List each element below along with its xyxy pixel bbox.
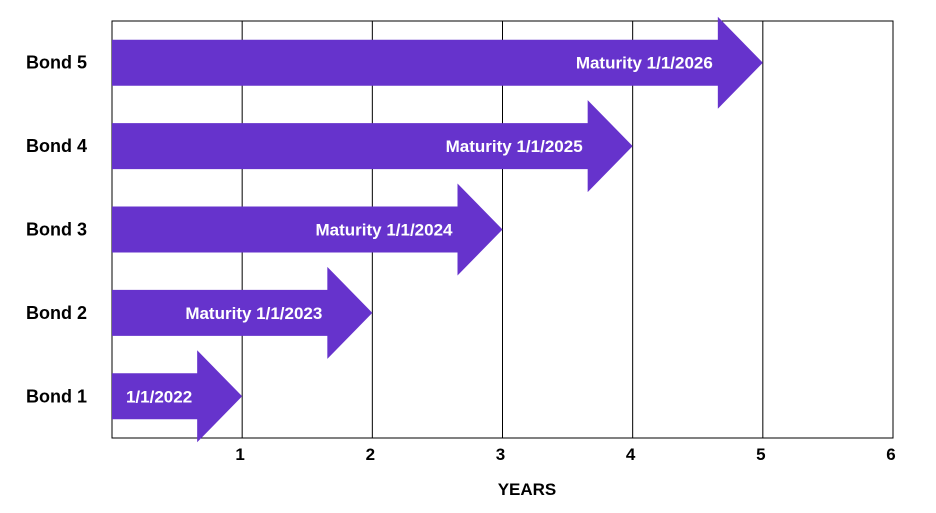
arrow-bar-4 (112, 100, 633, 193)
bond-label-2: Bond 2 (26, 303, 87, 323)
x-tick-label: 6 (886, 445, 895, 464)
x-tick-labels: 1 2 3 4 5 6 (235, 445, 895, 464)
bond-label-1: Bond 1 (26, 386, 87, 406)
maturity-label-1: 1/1/2022 (126, 387, 192, 406)
bond-labels: Bond 1 Bond 2 Bond 3 Bond 4 Bond 5 (26, 53, 87, 407)
maturity-label-3: Maturity 1/1/2024 (315, 221, 453, 240)
x-tick-label: 1 (235, 445, 244, 464)
maturity-label-5: Maturity 1/1/2026 (576, 54, 713, 73)
arrow-bar-1 (112, 350, 243, 443)
x-tick-label: 5 (756, 445, 765, 464)
maturity-label-2: Maturity 1/1/2023 (185, 304, 322, 323)
arrow-bar-5 (112, 16, 763, 109)
x-axis-label: YEARS (498, 480, 557, 499)
maturity-arrows: 1/1/2022 Maturity 1/1/2023 Maturity 1/1/20… (112, 16, 763, 443)
bond-label-5: Bond 5 (26, 53, 87, 73)
maturity-label-4: Maturity 1/1/2025 (446, 137, 583, 156)
bond-label-4: Bond 4 (26, 136, 87, 156)
bond-label-3: Bond 3 (26, 220, 87, 240)
arrow-bar-3 (112, 183, 503, 276)
x-tick-label: 3 (496, 445, 505, 464)
arrow-bar-2 (112, 266, 373, 359)
x-tick-label: 4 (626, 445, 636, 464)
x-tick-label: 2 (366, 445, 375, 464)
